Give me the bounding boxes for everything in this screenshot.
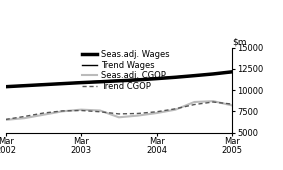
Seas.adj. Wages — [174, 76, 177, 78]
Seas.adj. Wages — [4, 86, 7, 88]
Trend Wages — [61, 82, 64, 84]
Seas.adj. CGOP — [23, 117, 26, 119]
Seas.adj. Wages — [98, 81, 102, 83]
Seas.adj. Wages — [193, 75, 196, 77]
Trend CGOP — [61, 110, 64, 112]
Trend Wages — [211, 73, 215, 75]
Seas.adj. Wages — [211, 73, 215, 75]
Seas.adj. Wages — [136, 79, 140, 81]
Seas.adj. Wages — [155, 78, 158, 80]
Trend CGOP — [42, 112, 45, 114]
Text: $m: $m — [232, 38, 246, 47]
Line: Trend Wages: Trend Wages — [6, 72, 232, 86]
Seas.adj. CGOP — [174, 109, 177, 111]
Line: Seas.adj. CGOP: Seas.adj. CGOP — [6, 101, 232, 120]
Seas.adj. Wages — [23, 85, 26, 87]
Trend Wages — [80, 81, 83, 83]
Trend Wages — [42, 83, 45, 85]
Trend CGOP — [80, 109, 83, 112]
Seas.adj. CGOP — [193, 101, 196, 103]
Seas.adj. Wages — [80, 82, 83, 84]
Trend CGOP — [230, 103, 234, 105]
Trend CGOP — [193, 104, 196, 106]
Trend CGOP — [117, 113, 121, 115]
Trend Wages — [174, 76, 177, 78]
Trend Wages — [117, 79, 121, 81]
Seas.adj. CGOP — [230, 104, 234, 106]
Trend CGOP — [136, 113, 140, 115]
Trend CGOP — [155, 111, 158, 113]
Trend CGOP — [23, 115, 26, 117]
Trend Wages — [98, 80, 102, 82]
Line: Seas.adj. Wages: Seas.adj. Wages — [6, 72, 232, 87]
Seas.adj. CGOP — [42, 114, 45, 116]
Trend CGOP — [211, 101, 215, 103]
Seas.adj. Wages — [230, 71, 234, 73]
Trend CGOP — [4, 118, 7, 120]
Seas.adj. CGOP — [136, 115, 140, 117]
Seas.adj. Wages — [61, 83, 64, 85]
Trend Wages — [23, 84, 26, 86]
Seas.adj. CGOP — [80, 109, 83, 111]
Trend Wages — [230, 71, 234, 73]
Seas.adj. CGOP — [61, 110, 64, 112]
Trend Wages — [193, 74, 196, 76]
Seas.adj. Wages — [117, 80, 121, 82]
Trend Wages — [4, 85, 7, 87]
Seas.adj. CGOP — [98, 109, 102, 112]
Trend CGOP — [98, 111, 102, 113]
Seas.adj. CGOP — [117, 116, 121, 118]
Seas.adj. CGOP — [155, 112, 158, 114]
Seas.adj. CGOP — [211, 100, 215, 102]
Legend: Seas.adj. Wages, Trend Wages, Seas.adj. CGOP, Trend CGOP: Seas.adj. Wages, Trend Wages, Seas.adj. … — [82, 50, 169, 91]
Trend Wages — [155, 77, 158, 79]
Trend Wages — [136, 78, 140, 80]
Line: Trend CGOP: Trend CGOP — [6, 102, 232, 119]
Trend CGOP — [174, 108, 177, 110]
Seas.adj. Wages — [42, 84, 45, 86]
Seas.adj. CGOP — [4, 119, 7, 121]
